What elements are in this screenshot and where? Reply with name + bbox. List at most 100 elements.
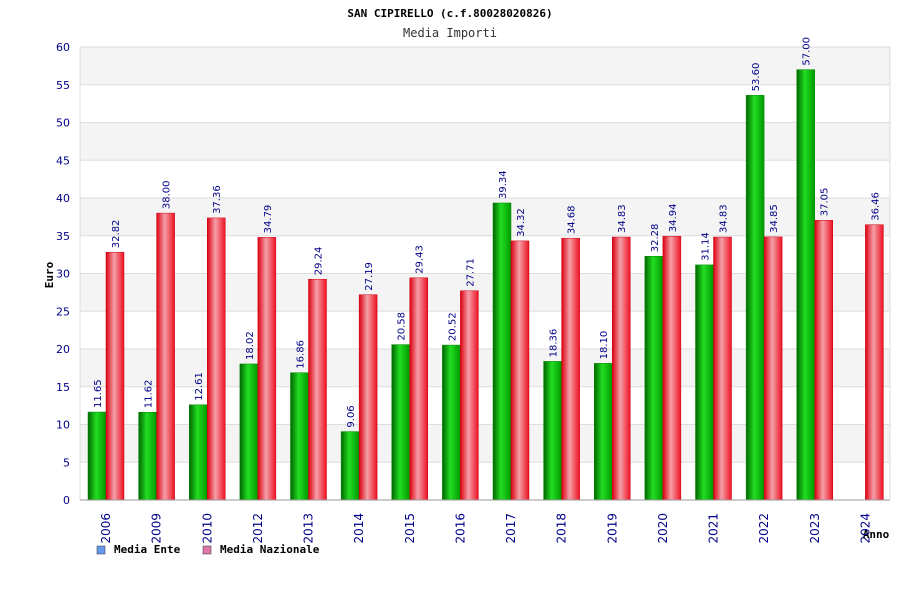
bars: [87, 69, 884, 501]
bar-value-label: 9.06: [346, 405, 357, 427]
bar-media-nazionale: [865, 224, 884, 501]
bar-media-ente: [543, 361, 562, 501]
y-tick-label: 25: [56, 305, 70, 318]
bar-value-label: 37.05: [820, 188, 831, 217]
x-tick-label: 2010: [200, 513, 214, 544]
bar-value-label: 34.83: [617, 204, 628, 233]
y-axis-label: Euro: [43, 261, 56, 288]
bar-value-label: 27.71: [465, 258, 476, 287]
y-tick-label: 5: [63, 456, 70, 469]
bar-media-nazionale: [662, 235, 682, 501]
x-tick-label: 2022: [757, 513, 771, 544]
grid-band: [80, 160, 890, 198]
bar-media-nazionale: [308, 278, 327, 501]
bar-media-nazionale: [409, 277, 428, 501]
bar-media-nazionale: [460, 290, 479, 501]
bar-media-ente: [644, 256, 664, 501]
bar-value-label: 31.14: [701, 232, 712, 261]
bar-value-label: 37.36: [212, 185, 223, 214]
x-tick-label: 2015: [403, 513, 417, 544]
bar-value-label: 18.36: [549, 329, 560, 358]
bar-value-label: 20.52: [447, 312, 458, 341]
bar-value-label: 29.43: [415, 245, 426, 274]
y-tick-label: 45: [56, 154, 70, 167]
bar-media-ente: [138, 412, 157, 501]
bar-value-label: 36.46: [870, 192, 881, 221]
x-tick-label: 2016: [453, 513, 467, 544]
y-tick-labels: 0 5 10 15 20 25 30 35 40 45 50 55 60: [56, 41, 70, 507]
x-tick-label: 2021: [707, 513, 721, 544]
bar-media-nazionale: [612, 236, 631, 501]
x-tick-label: 2014: [352, 513, 366, 544]
bar-value-label: 18.10: [599, 331, 610, 360]
bar-value-label: 20.58: [397, 312, 408, 341]
x-tick-label: 2017: [504, 513, 518, 544]
chart-title: SAN CIPIRELLO (c.f.80028020826): [347, 7, 552, 20]
bar-media-ente: [594, 363, 613, 501]
y-tick-label: 55: [56, 79, 70, 92]
bar-value-label: 34.32: [516, 208, 527, 237]
y-tick-label: 20: [56, 343, 70, 356]
bar-media-ente: [442, 344, 461, 501]
bar-media-nazionale: [510, 240, 530, 501]
grid-band: [80, 47, 890, 85]
bar-value-label: 34.79: [263, 205, 274, 234]
x-tick-label: 2024: [858, 513, 872, 544]
bar-value-label: 11.65: [93, 379, 104, 408]
bar-media-nazionale: [105, 251, 125, 501]
legend: Media Ente Media Nazionale: [96, 543, 320, 556]
bar-media-ente: [391, 344, 410, 501]
bar-media-ente: [239, 363, 259, 501]
bar-value-label: 57.00: [802, 37, 813, 66]
x-tick-label: 2018: [555, 513, 569, 544]
y-tick-label: 50: [56, 117, 70, 130]
bar-value-label: 12.61: [194, 372, 205, 401]
bar-value-label: 34.83: [719, 204, 730, 233]
legend-label-media-ente: Media Ente: [114, 543, 181, 556]
x-tick-label: 2012: [251, 513, 265, 544]
y-tick-label: 40: [56, 192, 70, 205]
bar-media-nazionale: [814, 220, 833, 501]
bar-media-ente: [492, 202, 512, 501]
bar-value-label: 32.82: [111, 220, 122, 249]
bar-value-label: 39.34: [498, 170, 509, 199]
bar-media-nazionale: [358, 294, 378, 501]
bar-media-ente: [340, 431, 360, 501]
bar-value-label: 11.62: [144, 380, 155, 409]
bar-value-label: 18.02: [245, 331, 256, 360]
bar-value-label: 27.19: [364, 262, 375, 291]
bar-value-label: 34.85: [769, 204, 780, 233]
bar-media-ente: [745, 95, 765, 501]
bar-media-ente: [87, 411, 107, 501]
bar-media-ente: [796, 69, 815, 501]
bar-media-nazionale: [156, 212, 175, 501]
y-tick-label: 30: [56, 268, 70, 281]
bar-value-label: 38.00: [162, 180, 173, 209]
y-tick-label: 60: [56, 41, 70, 54]
x-tick-label: 2023: [808, 513, 822, 544]
bar-media-nazionale: [207, 217, 226, 501]
bar-media-nazionale: [713, 236, 732, 501]
x-axis-label: Anno: [863, 528, 890, 541]
x-tick-labels: 2006 2009 2010 2012 2013 2014 2015 2016 2017 2018…: [99, 513, 872, 544]
bar-labels: 11.65 32.82 11.62 38.00 12.61 37.36 18.02 34.79…: [93, 37, 881, 428]
legend-label-media-nazionale: Media Nazionale: [220, 543, 320, 556]
bar-value-label: 34.94: [668, 204, 679, 233]
bar-value-label: 32.28: [650, 224, 661, 253]
bar-value-label: 53.60: [751, 63, 762, 92]
x-tick-label: 2006: [99, 513, 113, 544]
chart-subtitle: Media Importi: [403, 26, 497, 40]
y-tick-label: 0: [63, 494, 70, 507]
grid-band: [80, 84, 890, 123]
bar-media-ente: [189, 404, 208, 501]
bar-value-label: 29.24: [314, 247, 325, 276]
x-tick-label: 2020: [656, 513, 670, 544]
y-tick-label: 35: [56, 230, 70, 243]
bar-value-label: 34.68: [567, 206, 578, 235]
bar-media-nazionale: [257, 237, 277, 501]
x-tick-label: 2019: [605, 513, 619, 544]
legend-swatch-media-ente: [96, 545, 106, 555]
bar-value-label: 16.86: [296, 340, 307, 369]
bar-media-ente: [290, 372, 309, 501]
